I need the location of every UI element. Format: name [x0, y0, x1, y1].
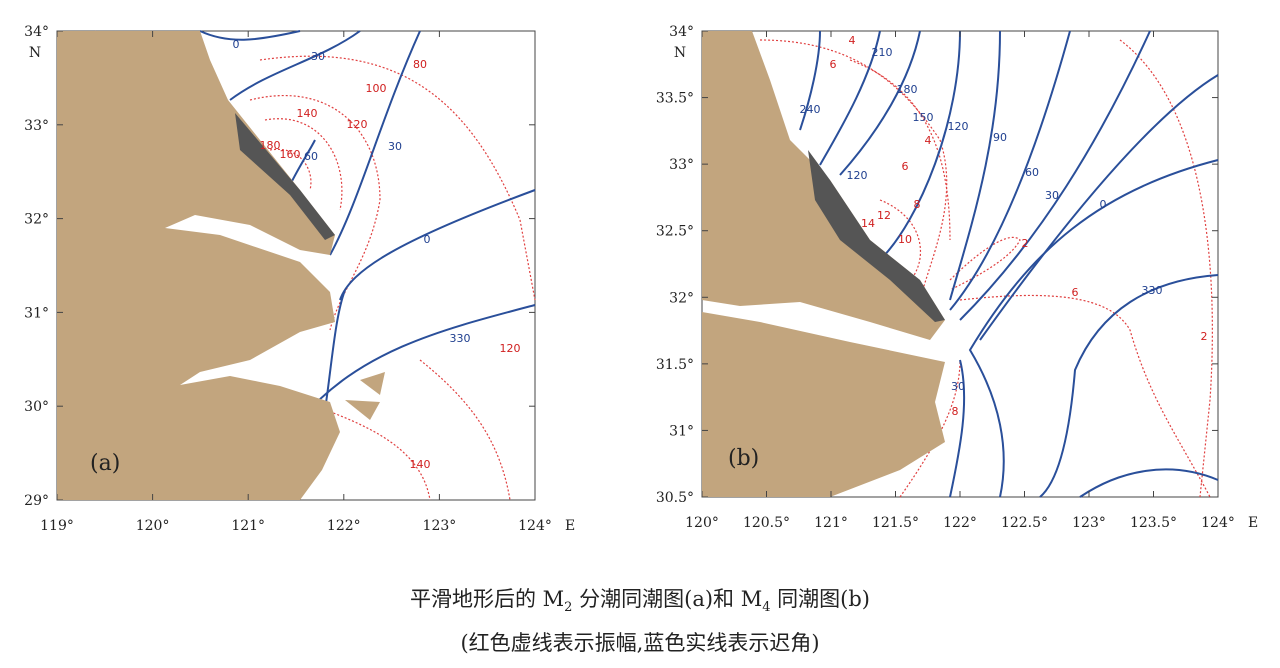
y-tick-label: 32.5°: [656, 224, 694, 240]
y-tick-label: 30°: [24, 399, 49, 415]
phase-label: 30: [951, 380, 965, 393]
x-tick-label: 120°: [136, 518, 170, 534]
y-tick-label: 31°: [669, 423, 694, 439]
panel-label: (b): [728, 446, 759, 471]
y-tick-label: 33.5°: [656, 91, 694, 107]
amplitude-label: 6: [830, 58, 837, 71]
amplitude-label: 2: [1201, 330, 1208, 343]
caption-part: 2: [564, 600, 572, 615]
amplitude-label: 4: [849, 34, 856, 47]
amplitude-label: 2: [1022, 237, 1029, 250]
amplitude-label: 6: [1072, 286, 1079, 299]
y-tick-label: 31°: [24, 305, 49, 321]
y-tick-label: 30.5°: [656, 490, 694, 506]
y-unit: N: [674, 45, 686, 61]
caption-part: 平滑地形后的 M: [410, 587, 564, 611]
phase-label: 0: [424, 233, 431, 246]
phase-label: 30: [388, 140, 402, 153]
caption-part: 4: [762, 600, 770, 615]
amplitude-label: 6: [902, 160, 909, 173]
x-tick-label: 122°: [943, 515, 977, 531]
amplitude-label: 10: [898, 233, 912, 246]
panel-a-map: [56, 30, 536, 501]
amplitude-label: 160: [280, 148, 301, 161]
caption-part: 分潮同潮图(a)和 M: [572, 587, 762, 611]
y-unit: N: [29, 45, 41, 61]
x-tick-label: 123°: [423, 518, 457, 534]
x-tick-label: 123.5°: [1130, 515, 1177, 531]
amplitude-label: 8: [952, 405, 959, 418]
panel-label: (a): [90, 451, 120, 476]
phase-label: 0: [233, 38, 240, 51]
phase-label: 150: [913, 111, 934, 124]
caption-line: 平滑地形后的 M2 分潮同潮图(a)和 M4 同潮图(b): [410, 587, 870, 615]
x-unit: E: [1248, 515, 1258, 531]
phase-label: 30: [311, 50, 325, 63]
amplitude-label: 140: [410, 458, 431, 471]
x-tick-label: 122.5°: [1001, 515, 1048, 531]
y-tick-label: 33°: [24, 118, 49, 134]
panel-b-map: [701, 30, 1219, 498]
phase-label: 90: [993, 131, 1007, 144]
amplitude-label: 14: [861, 217, 875, 230]
phase-label: 330: [1142, 284, 1163, 297]
amplitude-label: 140: [297, 107, 318, 120]
phase-label: 330: [450, 332, 471, 345]
x-tick-label: 121°: [814, 515, 848, 531]
y-tick-label: 32°: [669, 290, 694, 306]
phase-label: 30: [1045, 189, 1059, 202]
y-tick-label: 34°: [24, 24, 49, 40]
x-tick-label: 121°: [231, 518, 265, 534]
y-tick-label: 34°: [669, 24, 694, 40]
amplitude-label: 120: [347, 118, 368, 131]
y-tick-label: 32°: [24, 212, 49, 228]
phase-label: 180: [897, 83, 918, 96]
x-tick-label: 120°: [685, 515, 719, 531]
phase-label: 210: [872, 46, 893, 59]
y-tick-label: 33°: [669, 157, 694, 173]
y-tick-label: 29°: [24, 493, 49, 509]
x-tick-label: 120.5°: [743, 515, 790, 531]
x-tick-label: 124°: [1201, 515, 1235, 531]
phase-label: 60: [1025, 166, 1039, 179]
y-tick-label: 31.5°: [656, 357, 694, 373]
phase-label: 0: [1100, 198, 1107, 211]
amplitude-label: 12: [877, 209, 891, 222]
amplitude-label: 100: [366, 82, 387, 95]
phase-label: 120: [847, 169, 868, 182]
amplitude-label: 8: [914, 198, 921, 211]
caption-part: 同潮图(b): [771, 587, 871, 611]
amplitude-label: 80: [413, 58, 427, 71]
x-tick-label: 121.5°: [872, 515, 919, 531]
amplitude-label: 180: [260, 139, 281, 152]
phase-label: 60: [304, 150, 318, 163]
x-tick-label: 124°: [518, 518, 552, 534]
phase-label: 120: [948, 120, 969, 133]
phase-label: 240: [800, 103, 821, 116]
x-tick-label: 119°: [40, 518, 74, 534]
amplitude-label: 4: [925, 134, 932, 147]
caption-line: (红色虚线表示振幅,蓝色实线表示迟角): [460, 631, 819, 655]
x-unit: E: [565, 518, 575, 534]
x-tick-label: 123°: [1072, 515, 1106, 531]
amplitude-label: 120: [500, 342, 521, 355]
x-tick-label: 122°: [327, 518, 361, 534]
